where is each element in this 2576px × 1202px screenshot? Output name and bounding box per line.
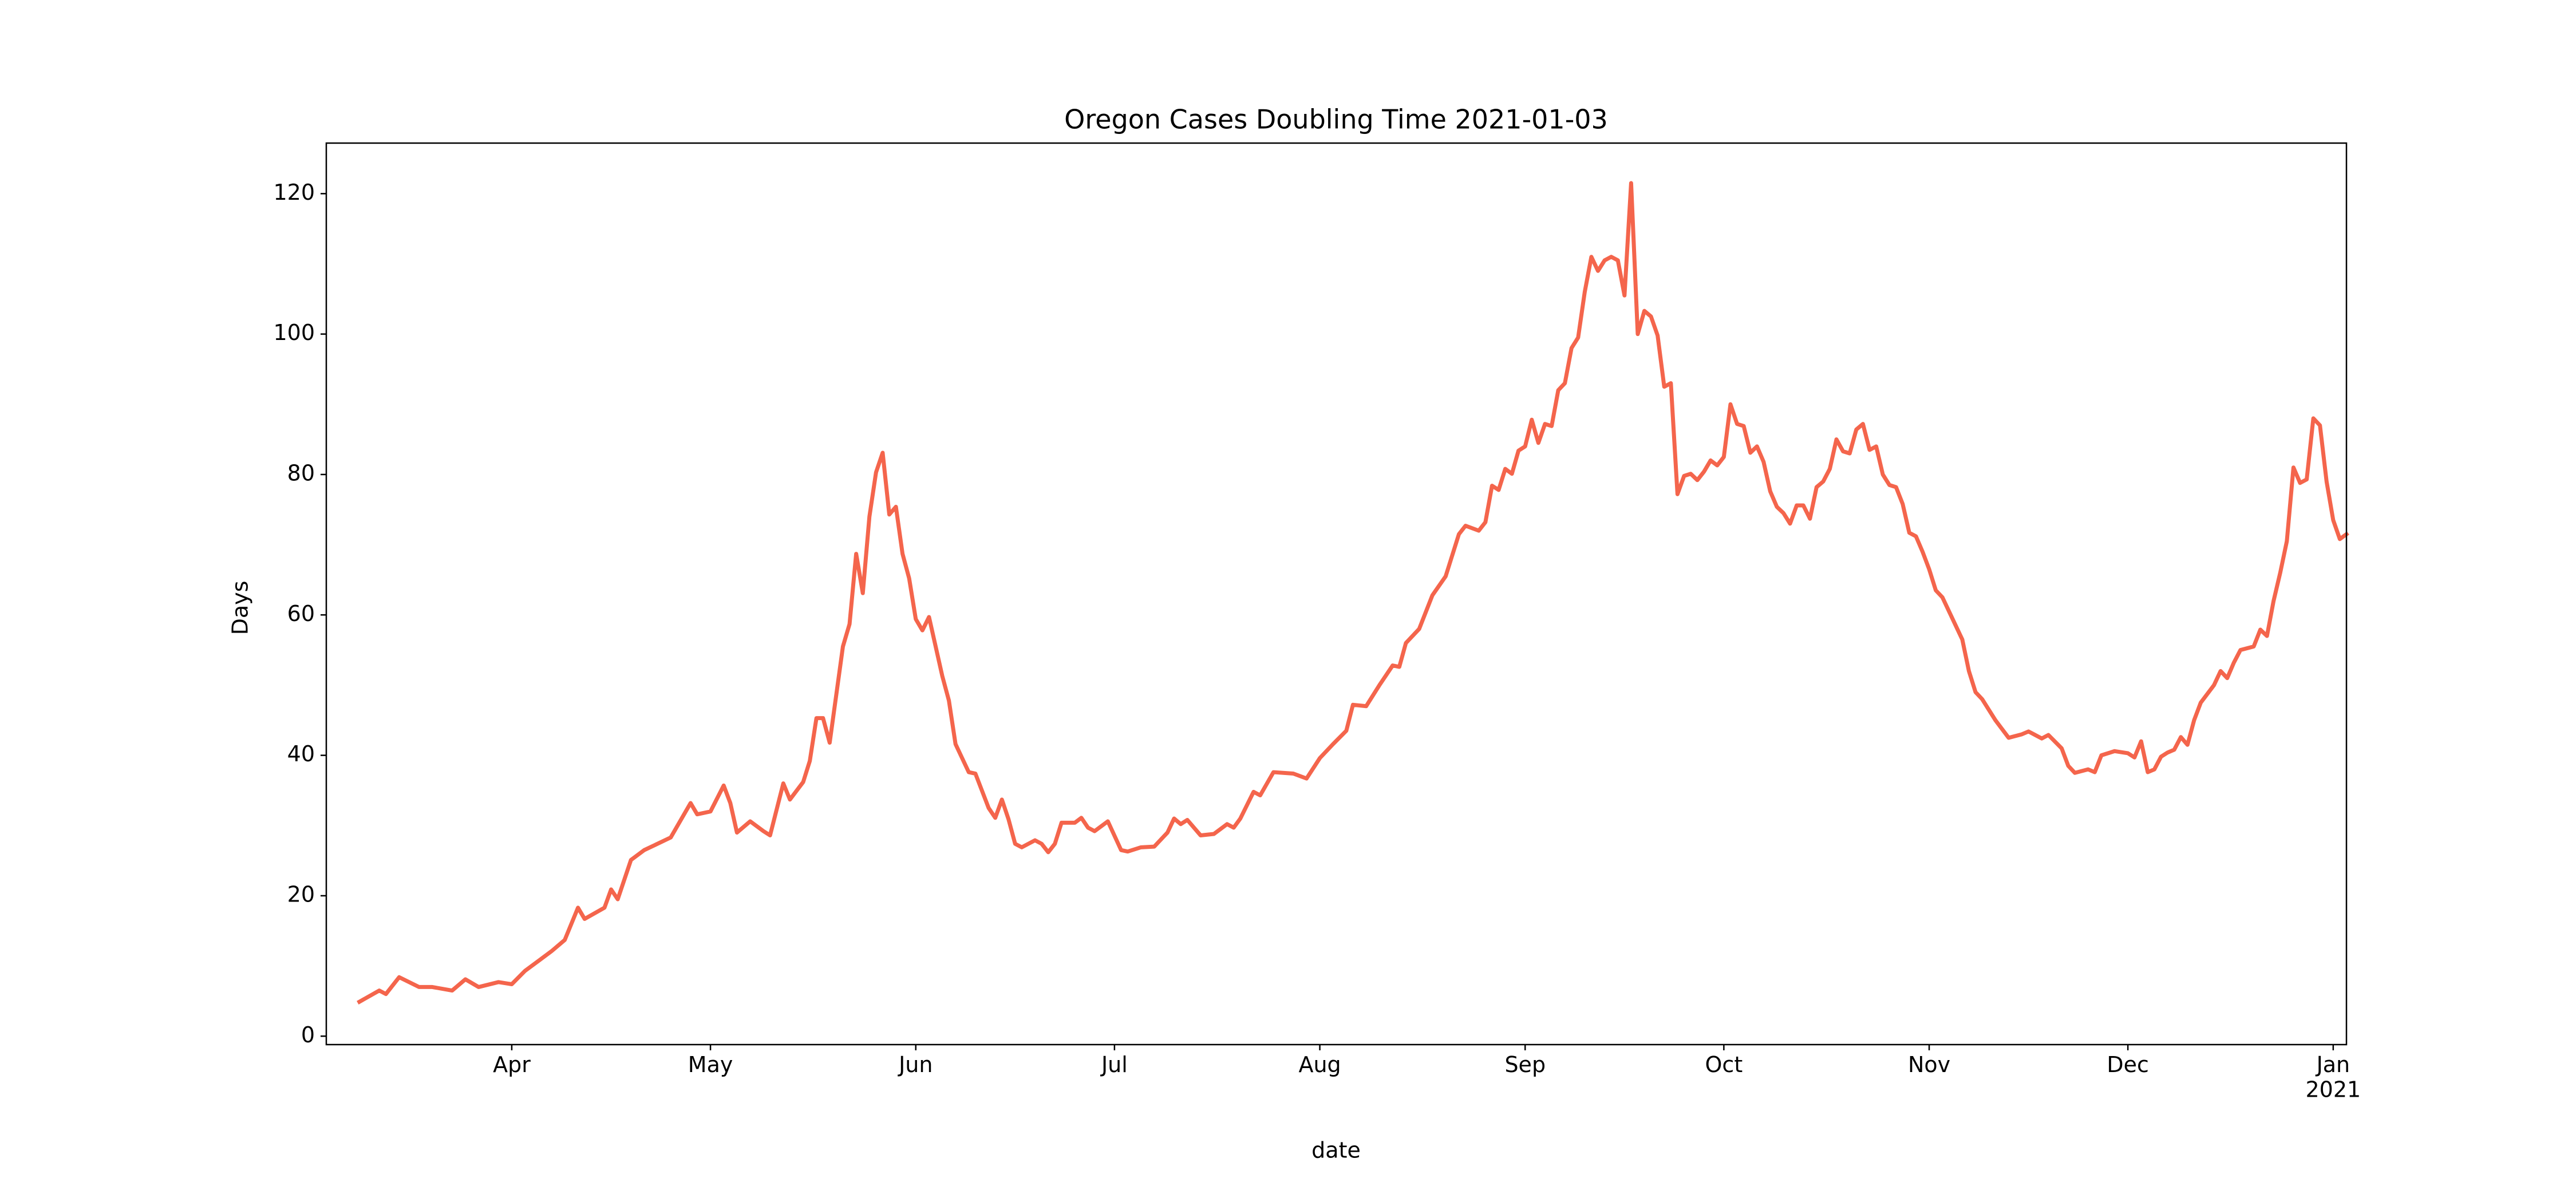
y-tick-label: 20: [287, 881, 315, 907]
x-tick-label: Oct: [1705, 1052, 1743, 1077]
x-tick-label: Aug: [1298, 1052, 1341, 1077]
x-axis-label: date: [1311, 1138, 1361, 1163]
plot-frame: [325, 142, 2348, 1046]
y-tick-label: 60: [287, 601, 315, 626]
x-tick-label: Jul: [1100, 1052, 1128, 1077]
data-line: [357, 181, 2349, 1005]
y-tick-label: 40: [287, 741, 315, 766]
y-axis-label: Days: [228, 581, 253, 635]
x-tick-label: Nov: [1908, 1052, 1950, 1077]
x-tick-label: Apr: [493, 1052, 531, 1077]
x-tick-label: Dec: [2107, 1052, 2149, 1077]
x-tick-label: Jun: [898, 1052, 933, 1077]
x-tick-label: Jan 2021: [2305, 1052, 2361, 1102]
x-tick-label: Sep: [1504, 1052, 1546, 1077]
x-tick-label: May: [688, 1052, 733, 1077]
y-tick-label: 100: [273, 320, 315, 345]
chart-title: Oregon Cases Doubling Time 2021-01-03: [1064, 104, 1608, 135]
y-tick-label: 0: [301, 1022, 315, 1047]
y-tick-label: 80: [287, 460, 315, 485]
y-tick-label: 120: [273, 180, 315, 205]
